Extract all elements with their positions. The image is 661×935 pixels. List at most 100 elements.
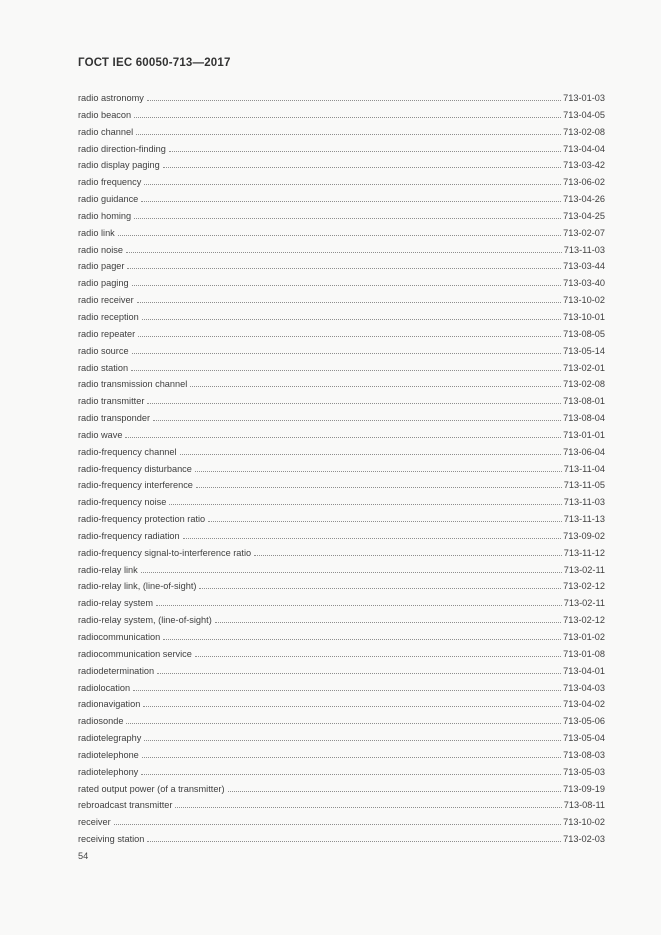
- index-term: radio transmission channel: [78, 379, 188, 390]
- index-code: 713-04-01: [563, 665, 605, 676]
- index-term: radiotelephone: [78, 749, 139, 760]
- index-code: 713-02-03: [563, 834, 605, 845]
- index-code: 713-08-03: [563, 749, 605, 760]
- index-code: 713-01-08: [563, 648, 605, 659]
- index-entry-row: radio homing 713-04-25: [78, 208, 605, 225]
- index-entry-row: radiotelephone 713-08-03: [78, 747, 605, 764]
- index-entry-row: radio station 713-02-01: [78, 360, 605, 377]
- index-term: radio transmitter: [78, 396, 145, 407]
- index-entry-row: radio guidance 713-04-26: [78, 191, 605, 208]
- dot-leader: [126, 723, 562, 725]
- index-term: radio beacon: [78, 109, 132, 120]
- index-entry-row: radio direction-finding 713-04-04: [78, 141, 605, 158]
- dot-leader: [153, 420, 562, 422]
- index-code: 713-05-14: [563, 345, 605, 356]
- index-entry-row: radio-frequency channel 713-06-04: [78, 444, 605, 461]
- index-code: 713-04-04: [563, 143, 605, 154]
- index-entry-row: radio-relay system, (line-of-sight) 713-0…: [78, 612, 605, 629]
- index-term: radiolocation: [78, 682, 131, 693]
- index-code: 713-11-12: [563, 547, 605, 558]
- index-term: radio-frequency noise: [78, 497, 167, 508]
- index-entry-row: radio receiver 713-10-02: [78, 292, 605, 309]
- document-title: ГОСТ IEC 60050-713—2017: [78, 57, 231, 69]
- index-term: radiocommunication service: [78, 648, 192, 659]
- index-term: radio receiver: [78, 295, 134, 306]
- dot-leader: [157, 672, 562, 674]
- index-term: radio wave: [78, 429, 123, 440]
- index-code: 713-08-05: [563, 328, 605, 339]
- index-term: rated output power (of a transmitter): [78, 783, 225, 794]
- dot-leader: [227, 790, 562, 792]
- index-entry-row: radiosonde 713-05-06: [78, 713, 605, 730]
- index-entry-row: radio astronomy 713-01-03: [78, 90, 605, 107]
- index-code: 713-08-11: [563, 800, 605, 811]
- index-term: receiving station: [78, 834, 145, 845]
- index-entry-row: radio-frequency signal-to-interference r…: [78, 545, 605, 562]
- index-entry-row: radio wave 713-01-01: [78, 427, 605, 444]
- dot-leader: [125, 251, 562, 253]
- dot-leader: [141, 201, 562, 203]
- index-term: radio channel: [78, 126, 134, 137]
- document-page: ГОСТ IEC 60050-713—2017 radio astronomy 7…: [78, 56, 605, 863]
- dot-leader: [168, 150, 562, 152]
- index-entry-row: radio transmission channel 713-02-08: [78, 376, 605, 393]
- index-entry-row: radio reception 713-10-01: [78, 309, 605, 326]
- index-term: radio-frequency protection ratio: [78, 514, 206, 525]
- index-entry-row: radio source 713-05-14: [78, 343, 605, 360]
- index-code: 713-02-08: [563, 126, 605, 137]
- index-term: radio frequency: [78, 177, 142, 188]
- dot-leader: [143, 706, 562, 708]
- index-code: 713-02-12: [563, 615, 605, 626]
- index-term: radio-relay link: [78, 564, 138, 575]
- dot-leader: [195, 487, 562, 489]
- dot-leader: [147, 403, 562, 405]
- index-code: 713-06-02: [563, 177, 605, 188]
- index-list: radio astronomy 713-01-03 radio beacon 713-…: [78, 90, 605, 848]
- index-entry-row: radio-frequency protection ratio 713-11-1…: [78, 511, 605, 528]
- index-code: 713-03-40: [563, 278, 605, 289]
- dot-leader: [194, 655, 562, 657]
- index-entry-row: radio-relay system 713-02-11: [78, 595, 605, 612]
- dot-leader: [113, 824, 562, 826]
- index-code: 713-11-04: [563, 463, 605, 474]
- index-entry-row: radiocommunication service 713-01-08: [78, 646, 605, 663]
- index-entry-row: radiotelegraphy 713-05-04: [78, 730, 605, 747]
- index-term: receiver: [78, 817, 111, 828]
- index-entry-row: radio-frequency noise 713-11-03: [78, 494, 605, 511]
- index-term: radiosonde: [78, 716, 124, 727]
- dot-leader: [162, 167, 562, 169]
- dot-leader: [144, 184, 562, 186]
- index-term: radio-frequency interference: [78, 480, 193, 491]
- index-entry-row: radio-frequency radiation 713-09-02: [78, 528, 605, 545]
- dot-leader: [131, 352, 562, 354]
- dot-leader: [134, 116, 562, 118]
- dot-leader: [208, 521, 562, 523]
- index-code: 713-04-25: [563, 210, 605, 221]
- index-code: 713-05-06: [563, 716, 605, 727]
- index-entry-row: radio link 713-02-07: [78, 225, 605, 242]
- index-entry-row: radio transmitter 713-08-01: [78, 393, 605, 410]
- index-code: 713-10-01: [563, 311, 605, 322]
- index-entry-row: radiocommunication 713-01-02: [78, 629, 605, 646]
- index-entry-row: rated output power (of a transmitter) 713…: [78, 781, 605, 798]
- index-entry-row: radio-frequency disturbance 713-11-04: [78, 461, 605, 478]
- dot-leader: [194, 470, 562, 472]
- dot-leader: [144, 740, 562, 742]
- index-term: radio paging: [78, 278, 129, 289]
- index-code: 713-10-02: [563, 817, 605, 828]
- dot-leader: [117, 234, 562, 236]
- dot-leader: [175, 807, 562, 809]
- index-code: 713-04-05: [563, 109, 605, 120]
- index-code: 713-04-02: [563, 699, 605, 710]
- index-code: 713-08-01: [563, 396, 605, 407]
- dot-leader: [254, 554, 562, 556]
- index-code: 713-02-11: [563, 598, 605, 609]
- dot-leader: [133, 689, 562, 691]
- index-entry-row: radio beacon 713-04-05: [78, 107, 605, 124]
- index-entry-row: radio channel 713-02-08: [78, 124, 605, 141]
- dot-leader: [131, 285, 562, 287]
- index-entry-row: radiodetermination 713-04-01: [78, 663, 605, 680]
- index-term: radionavigation: [78, 699, 141, 710]
- index-code: 713-02-01: [563, 362, 605, 373]
- index-code: 713-05-04: [563, 733, 605, 744]
